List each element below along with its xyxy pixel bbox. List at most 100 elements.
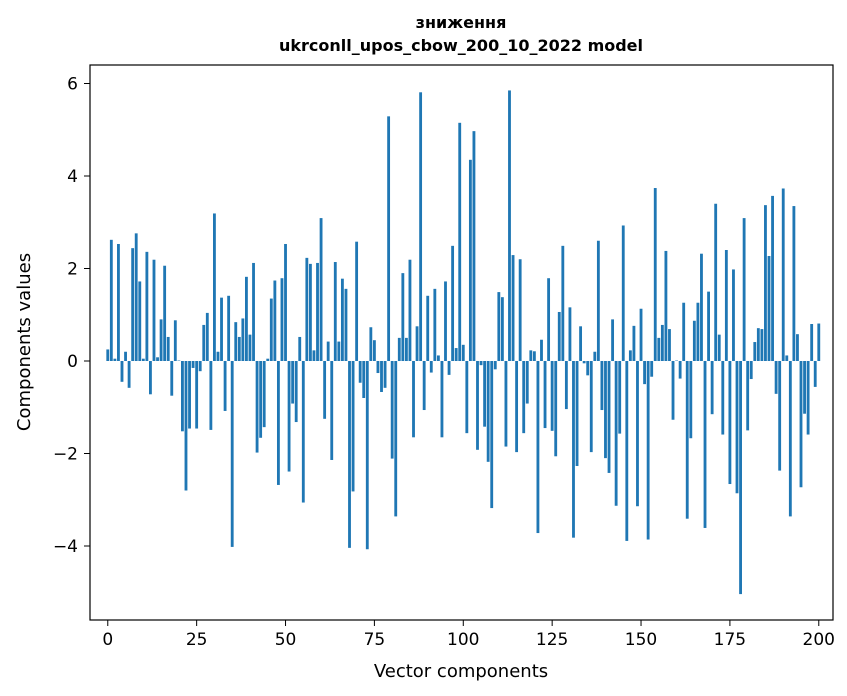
bar <box>607 361 611 473</box>
bar <box>305 257 309 361</box>
bar <box>447 361 451 375</box>
bar <box>358 361 362 383</box>
y-axis-ticks: 6 4 2 0 −2 −4 <box>53 75 90 557</box>
bar <box>632 325 636 361</box>
x-tick-label: 125 <box>536 630 568 650</box>
bar <box>387 116 391 361</box>
bar <box>444 281 447 361</box>
bar <box>564 361 568 410</box>
y-tick-label: 2 <box>67 260 78 280</box>
bar <box>440 361 444 438</box>
bar <box>799 361 803 488</box>
bar <box>625 361 629 541</box>
bar <box>689 361 693 439</box>
bar <box>436 355 440 361</box>
bar <box>415 326 419 361</box>
bar <box>330 361 334 460</box>
bar <box>198 361 202 372</box>
bar <box>298 336 302 361</box>
x-tick-label: 150 <box>625 630 657 650</box>
bar <box>529 350 533 361</box>
bar <box>657 337 661 362</box>
bar <box>394 361 398 517</box>
bar <box>181 361 184 432</box>
bar <box>408 259 412 361</box>
bar <box>156 357 159 361</box>
bar <box>333 262 337 361</box>
bar <box>134 233 138 361</box>
bar <box>724 250 728 361</box>
bar <box>433 288 437 361</box>
bar <box>806 361 810 435</box>
bar <box>586 361 590 376</box>
bar <box>479 361 483 366</box>
bar <box>604 361 607 459</box>
bar <box>696 302 700 361</box>
bar <box>323 361 327 419</box>
bar <box>397 337 401 362</box>
y-tick-label: −2 <box>53 445 78 465</box>
bar <box>707 291 710 362</box>
bar <box>262 361 266 428</box>
bar <box>173 320 177 361</box>
bar <box>746 361 750 431</box>
bar <box>671 361 675 420</box>
y-tick-label: 4 <box>67 167 78 187</box>
bar <box>291 361 295 404</box>
bar <box>650 361 654 377</box>
x-axis-ticks: 0 25 50 75 100 125 150 175 200 <box>102 620 835 650</box>
bar <box>810 324 814 361</box>
bar <box>522 361 526 434</box>
bar <box>248 334 252 361</box>
bar <box>159 319 163 362</box>
bar <box>785 355 789 361</box>
bar <box>404 337 408 362</box>
bar <box>188 361 191 429</box>
bar <box>120 361 124 382</box>
bar <box>223 361 227 411</box>
bar <box>255 361 259 453</box>
bar <box>316 262 319 361</box>
bar <box>234 322 238 361</box>
bar <box>237 336 241 361</box>
bar <box>202 324 206 361</box>
bar <box>518 259 522 361</box>
bar <box>600 361 604 411</box>
bar <box>589 361 593 453</box>
bar <box>191 361 195 368</box>
y-tick-label: −4 <box>53 537 78 557</box>
bar <box>276 361 280 485</box>
bar <box>788 361 792 517</box>
bar <box>205 312 209 361</box>
bar <box>486 361 490 462</box>
bar <box>216 351 220 361</box>
bar <box>636 361 639 507</box>
bar <box>547 278 551 361</box>
bar <box>621 225 625 361</box>
bar <box>714 203 718 361</box>
bar <box>568 307 572 361</box>
bar <box>767 256 771 361</box>
bar <box>582 361 586 364</box>
bar <box>422 361 426 411</box>
bar <box>476 361 479 450</box>
bar <box>259 361 263 438</box>
bar <box>308 263 312 362</box>
bar <box>803 361 806 414</box>
bar <box>703 361 707 528</box>
bar <box>227 295 231 361</box>
bar <box>692 320 696 361</box>
bar <box>230 361 234 547</box>
bar <box>340 278 344 361</box>
bar <box>355 241 359 361</box>
plot-frame <box>89 64 834 621</box>
x-tick-label: 0 <box>102 630 113 650</box>
bar <box>760 329 764 361</box>
bar <box>412 361 415 438</box>
bar <box>351 361 355 492</box>
bar <box>419 92 423 361</box>
bar <box>685 361 689 519</box>
bar <box>362 361 366 398</box>
bar <box>735 361 739 494</box>
bar <box>344 288 348 361</box>
